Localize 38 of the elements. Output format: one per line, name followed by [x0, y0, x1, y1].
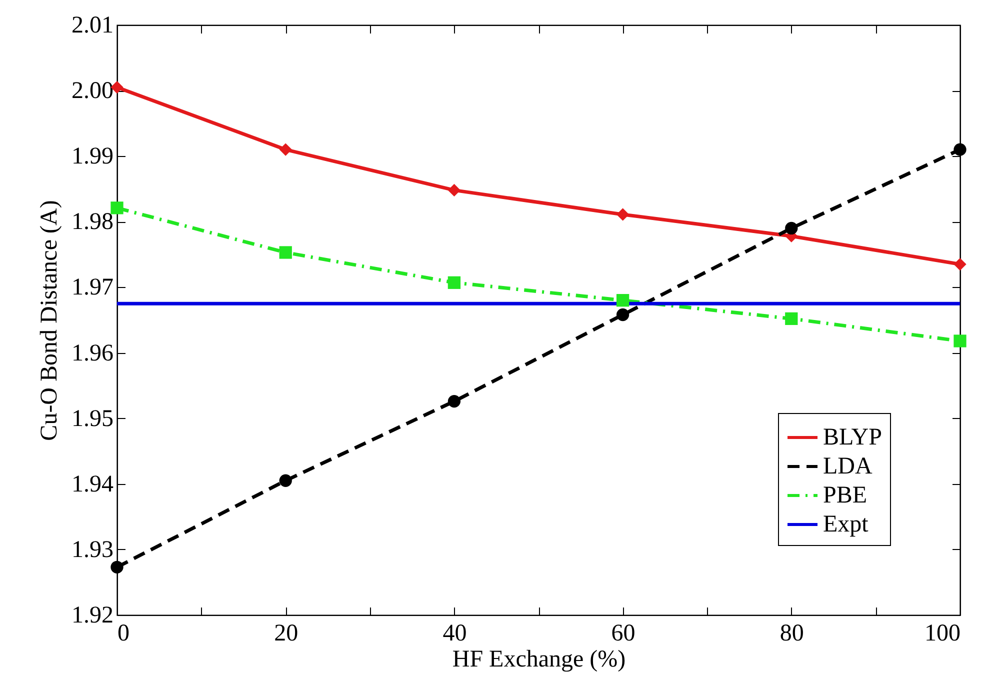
point [616, 208, 630, 221]
y-axis-title: Cu-O Bond Distance (A) [36, 200, 62, 441]
x-axis-title: HF Exchange (%) [452, 646, 626, 672]
legend-label: PBE [823, 482, 868, 508]
x-tick-label: 0 [118, 620, 130, 646]
y-tick-label: 2.00 [72, 78, 114, 104]
point [785, 312, 798, 326]
x-tick-label: 80 [780, 620, 804, 646]
y-tick-label: 1.93 [72, 536, 114, 563]
point [110, 560, 124, 574]
point [954, 258, 966, 271]
legend-label: BLYP [823, 424, 882, 450]
point [448, 184, 461, 197]
y-tick-label: 2.01 [72, 12, 114, 38]
y-tick-label: 1.97 [72, 274, 114, 301]
point [448, 276, 461, 289]
x-tick-label: 100 [924, 620, 960, 646]
point [954, 334, 966, 348]
y-tick-label: 1.94 [72, 471, 114, 498]
y-tick-label: 1.96 [72, 340, 114, 366]
point [954, 143, 966, 156]
point [279, 474, 292, 487]
x-tick-label: 20 [274, 620, 298, 646]
y-tick-label: 1.99 [72, 144, 114, 170]
y-tick-label: 1.95 [72, 406, 114, 432]
point [616, 294, 630, 307]
point [279, 246, 292, 259]
legend-label: LDA [823, 454, 873, 480]
x-tick-label: 40 [442, 620, 467, 646]
y-tick-label: 1.92 [72, 602, 114, 628]
point [785, 222, 798, 235]
point [279, 143, 292, 156]
y-tick-label: 1.98 [72, 209, 114, 236]
legend-label: Expt [823, 512, 869, 538]
point [448, 394, 461, 408]
x-tick-label: 60 [611, 620, 636, 646]
point [110, 202, 124, 214]
point [616, 308, 630, 322]
